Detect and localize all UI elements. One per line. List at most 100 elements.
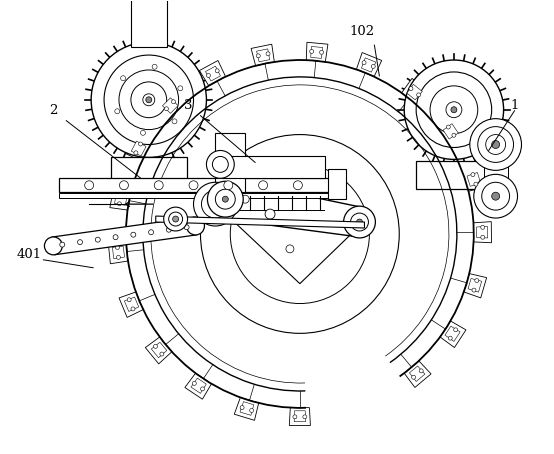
Text: 3: 3 xyxy=(184,99,193,112)
Circle shape xyxy=(44,237,62,255)
Polygon shape xyxy=(443,123,458,139)
Circle shape xyxy=(417,93,420,97)
Circle shape xyxy=(172,119,177,124)
Bar xyxy=(131,0,167,47)
Polygon shape xyxy=(311,46,323,59)
Circle shape xyxy=(409,87,413,91)
Circle shape xyxy=(119,70,178,129)
Bar xyxy=(327,169,346,199)
Polygon shape xyxy=(474,222,491,243)
Circle shape xyxy=(250,409,254,412)
Polygon shape xyxy=(199,60,225,86)
Circle shape xyxy=(357,219,362,225)
Circle shape xyxy=(481,225,485,229)
Circle shape xyxy=(153,345,157,348)
Circle shape xyxy=(351,213,368,231)
Circle shape xyxy=(241,195,249,203)
Polygon shape xyxy=(185,373,212,399)
Circle shape xyxy=(148,230,153,235)
Circle shape xyxy=(475,279,479,282)
Circle shape xyxy=(492,141,500,148)
Circle shape xyxy=(286,245,294,253)
Circle shape xyxy=(192,381,196,385)
Circle shape xyxy=(215,69,219,73)
Polygon shape xyxy=(251,44,274,66)
Circle shape xyxy=(187,217,204,235)
Circle shape xyxy=(474,182,478,186)
Circle shape xyxy=(446,102,462,118)
Polygon shape xyxy=(476,227,488,238)
Circle shape xyxy=(193,182,237,226)
Circle shape xyxy=(404,60,504,159)
Circle shape xyxy=(451,107,457,113)
Circle shape xyxy=(154,181,163,190)
Circle shape xyxy=(202,190,229,218)
Circle shape xyxy=(141,130,146,135)
Bar xyxy=(216,133,245,192)
Circle shape xyxy=(117,202,121,206)
Circle shape xyxy=(116,255,120,259)
Polygon shape xyxy=(156,216,365,228)
Circle shape xyxy=(416,72,492,148)
Polygon shape xyxy=(119,292,143,317)
Circle shape xyxy=(104,55,193,144)
Bar xyxy=(59,178,330,192)
Circle shape xyxy=(430,86,478,133)
Circle shape xyxy=(471,173,475,177)
Circle shape xyxy=(85,181,94,190)
Circle shape xyxy=(306,248,314,256)
Circle shape xyxy=(189,181,198,190)
Circle shape xyxy=(212,157,228,173)
Polygon shape xyxy=(361,58,376,72)
Circle shape xyxy=(178,86,183,91)
Circle shape xyxy=(168,212,183,226)
Bar xyxy=(484,144,507,196)
Circle shape xyxy=(257,54,260,58)
Circle shape xyxy=(240,405,244,410)
Circle shape xyxy=(115,109,120,114)
Polygon shape xyxy=(438,118,464,144)
Circle shape xyxy=(146,97,152,103)
Bar xyxy=(59,193,330,198)
Polygon shape xyxy=(115,192,127,205)
Circle shape xyxy=(293,415,297,419)
Circle shape xyxy=(294,181,302,190)
Circle shape xyxy=(152,64,157,69)
Circle shape xyxy=(173,216,178,222)
Polygon shape xyxy=(404,361,431,387)
Polygon shape xyxy=(257,49,270,62)
Bar xyxy=(416,162,496,189)
Circle shape xyxy=(91,42,207,158)
Circle shape xyxy=(131,232,136,237)
Circle shape xyxy=(172,100,176,104)
Circle shape xyxy=(207,150,234,178)
Circle shape xyxy=(121,76,126,81)
Circle shape xyxy=(60,242,65,247)
Circle shape xyxy=(486,134,506,154)
Circle shape xyxy=(310,49,314,54)
Polygon shape xyxy=(151,342,167,358)
Circle shape xyxy=(452,133,456,137)
Bar xyxy=(111,158,187,195)
Circle shape xyxy=(470,118,521,170)
Circle shape xyxy=(138,142,142,146)
Circle shape xyxy=(131,82,167,118)
Polygon shape xyxy=(162,98,178,114)
Polygon shape xyxy=(156,92,183,118)
Polygon shape xyxy=(402,79,428,105)
Circle shape xyxy=(120,181,129,190)
Polygon shape xyxy=(306,42,328,62)
Polygon shape xyxy=(468,278,481,292)
Circle shape xyxy=(216,189,235,209)
Polygon shape xyxy=(294,411,306,422)
Circle shape xyxy=(201,387,204,391)
Circle shape xyxy=(343,206,376,238)
Circle shape xyxy=(492,192,500,200)
Polygon shape xyxy=(409,366,425,381)
Circle shape xyxy=(166,227,171,232)
Circle shape xyxy=(201,134,399,333)
Circle shape xyxy=(134,151,138,155)
Circle shape xyxy=(362,61,366,64)
Circle shape xyxy=(222,196,228,202)
Circle shape xyxy=(412,375,416,379)
